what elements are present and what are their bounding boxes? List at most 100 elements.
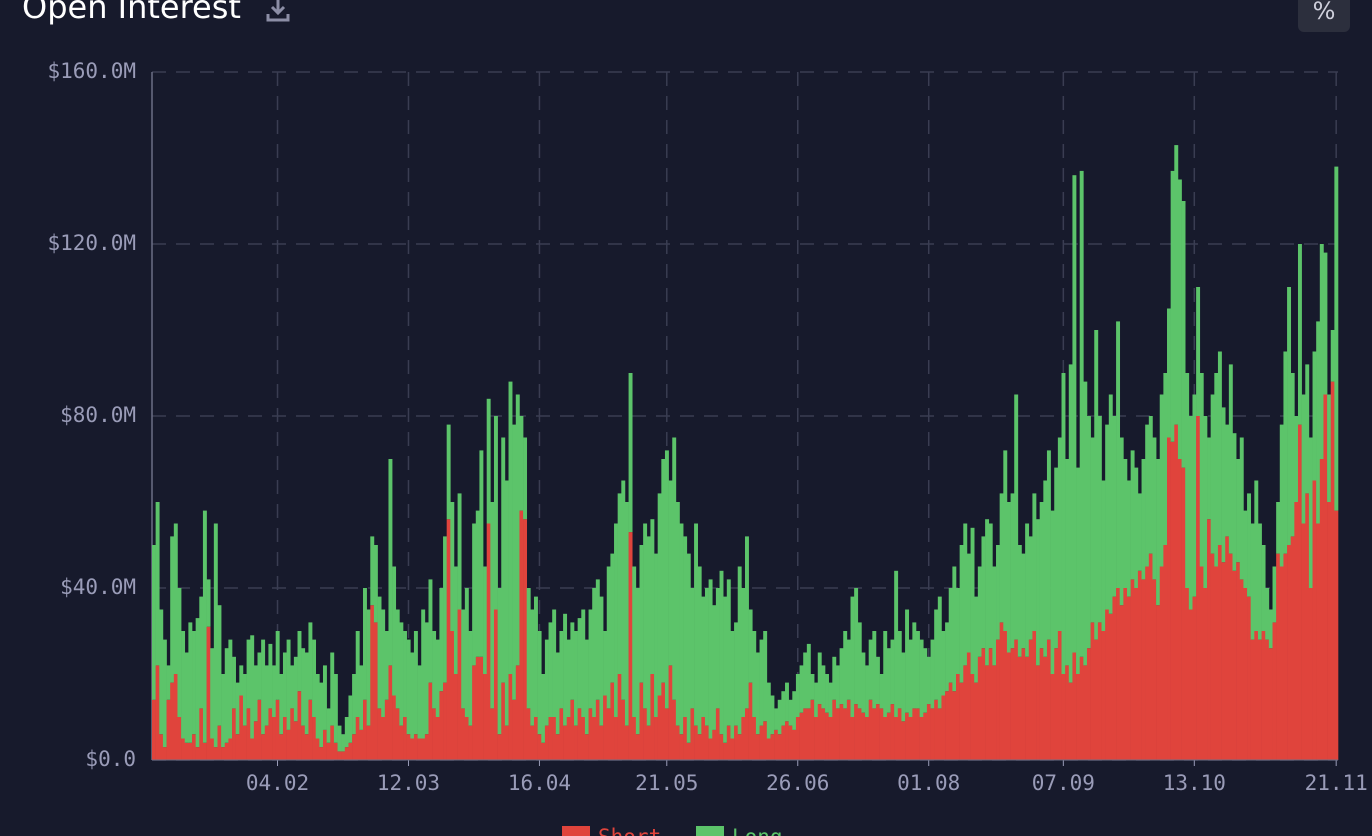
- bar-segment: [199, 596, 204, 709]
- bar-segment: [970, 674, 975, 760]
- bar-segment: [261, 639, 266, 735]
- bar-segment: [544, 725, 549, 760]
- bar-segment: [1145, 566, 1150, 760]
- bar-segment: [905, 712, 910, 760]
- bar-segment: [723, 742, 728, 760]
- legend-swatch: [562, 826, 590, 836]
- percent-toggle[interactable]: %: [1298, 0, 1350, 32]
- bar-segment: [1265, 639, 1270, 760]
- bar-segment: [286, 729, 291, 760]
- bar-segment: [1294, 416, 1299, 502]
- bar-segment: [515, 665, 520, 760]
- bar-segment: [493, 416, 498, 610]
- bar-segment: [1036, 665, 1040, 760]
- bar-segment: [1130, 579, 1135, 760]
- bar-segment: [959, 545, 964, 683]
- bar-segment: [937, 596, 942, 709]
- bar-segment: [1319, 244, 1324, 459]
- bar-segment: [475, 510, 480, 657]
- bar-segment: [1232, 433, 1237, 571]
- bar-segment: [850, 717, 855, 760]
- bar-segment: [1094, 639, 1099, 760]
- bar-segment: [1163, 373, 1168, 545]
- bar-segment: [759, 725, 764, 760]
- bar-segment: [555, 652, 560, 735]
- bar-segment: [490, 708, 495, 760]
- bar-segment: [886, 712, 891, 760]
- bar-segment: [355, 631, 360, 717]
- bar-segment: [897, 708, 902, 760]
- bar-segment: [996, 545, 1000, 640]
- bar-segment: [312, 639, 317, 717]
- bar-segment: [272, 665, 276, 717]
- bar-segment: [352, 674, 357, 735]
- bar-segment: [970, 527, 975, 674]
- bar-segment: [1003, 631, 1008, 760]
- bar-segment: [1159, 566, 1164, 760]
- bar-segment: [1330, 381, 1335, 760]
- bar-segment: [1192, 394, 1197, 597]
- bar-segment: [985, 665, 990, 760]
- bar-segment: [603, 631, 608, 696]
- bar-segment: [945, 622, 950, 692]
- bar-segment: [1188, 609, 1193, 760]
- bar-segment: [945, 691, 950, 760]
- bar-segment: [333, 742, 338, 760]
- bar-segment: [610, 682, 615, 760]
- bar-segment: [941, 695, 946, 760]
- bar-segment: [1010, 493, 1015, 649]
- bar-segment: [1028, 536, 1033, 640]
- bar-segment: [1297, 424, 1302, 760]
- x-tick-label: 26.06: [766, 771, 829, 795]
- bar-segment: [443, 536, 447, 683]
- legend-label: Long: [732, 825, 783, 836]
- bar-segment: [224, 742, 229, 760]
- bar-segment: [1017, 656, 1022, 760]
- bar-segment: [1177, 179, 1182, 459]
- bar-segment: [930, 708, 935, 760]
- bar-segment: [1076, 674, 1080, 760]
- bar-segment: [483, 674, 487, 760]
- bar-segment: [315, 738, 320, 760]
- bar-segment: [155, 502, 160, 666]
- bar-segment: [624, 725, 629, 760]
- bar-segment: [202, 742, 207, 760]
- bar-segment: [825, 674, 829, 713]
- bar-segment: [381, 717, 386, 760]
- bar-segment: [843, 708, 848, 760]
- bar-segment: [232, 656, 236, 709]
- y-tick-label: $160.0M: [47, 59, 136, 83]
- bar-segment: [1301, 523, 1306, 760]
- bar-segment: [810, 699, 815, 760]
- bar-segment: [428, 579, 433, 683]
- bar-segment: [1043, 480, 1048, 657]
- bar-segment: [217, 725, 222, 760]
- bar-segment: [901, 721, 906, 760]
- bar-segment: [541, 674, 546, 743]
- bar-segment: [1167, 308, 1171, 438]
- bar-segment: [795, 717, 800, 760]
- bar-segment: [868, 639, 873, 700]
- bar-segment: [697, 734, 702, 760]
- download-icon[interactable]: [264, 0, 292, 24]
- bar-segment: [879, 674, 884, 709]
- bar-segment: [253, 665, 258, 722]
- bar-segment: [894, 717, 899, 760]
- bar-segment: [450, 631, 455, 760]
- bar-segment: [810, 674, 815, 700]
- bar-segment: [948, 588, 953, 683]
- bar-segment: [865, 717, 869, 760]
- bar-segment: [1308, 588, 1313, 760]
- bar-segment: [948, 682, 953, 760]
- bar-segment: [617, 493, 622, 674]
- bar-segment: [1254, 480, 1259, 631]
- bar-segment: [825, 712, 829, 760]
- bar-segment: [832, 656, 837, 700]
- x-tick-label: 21.05: [635, 771, 698, 795]
- bar-segment: [1323, 252, 1328, 395]
- bar-segment: [457, 493, 462, 610]
- bar-segment: [985, 519, 990, 666]
- bar-segment: [359, 665, 364, 730]
- bar-segment: [912, 622, 917, 709]
- bar-segment: [915, 631, 920, 709]
